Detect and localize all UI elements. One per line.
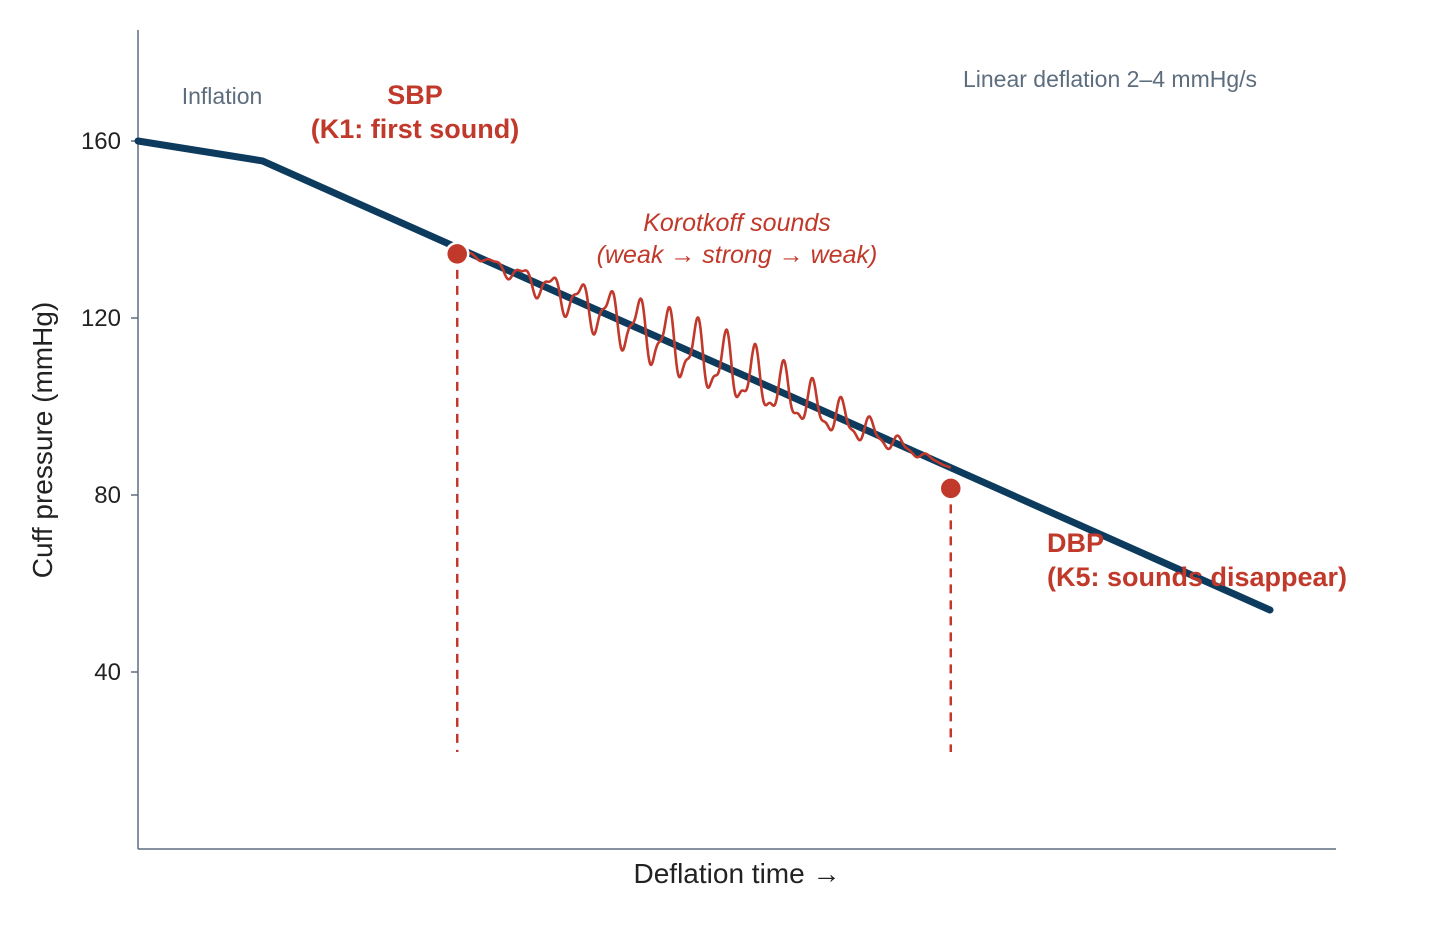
y-tick-label: 160: [81, 128, 121, 155]
inflation-note: Inflation: [182, 83, 263, 109]
markers: [444, 241, 964, 501]
dbp-label-line2: (K5: sounds disappear): [1047, 562, 1347, 592]
y-axis-title: Cuff pressure (mmHg): [27, 302, 58, 578]
x-axis-title: Deflation time →: [634, 858, 841, 889]
deflation-rate-note: Linear deflation 2–4 mmHg/s: [963, 66, 1257, 92]
y-tick-label: 40: [94, 659, 121, 686]
y-ticks: 40 80 120 160: [81, 128, 138, 686]
dbp-label-line1: DBP: [1047, 528, 1104, 558]
sbp-marker: [444, 241, 470, 267]
korotkoff-sounds-wave: [456, 246, 952, 469]
sounds-label-line1: Korotkoff sounds: [643, 209, 831, 237]
y-tick-label: 120: [81, 305, 121, 332]
sounds-label-line2: (weak → strong → weak): [597, 241, 878, 269]
dbp-marker: [938, 476, 964, 501]
sbp-label-line1: SBP: [387, 80, 443, 110]
marker-drop-lines: [455, 253, 953, 752]
y-tick-label: 80: [94, 482, 121, 509]
sbp-label-line2: (K1: first sound): [311, 114, 520, 144]
